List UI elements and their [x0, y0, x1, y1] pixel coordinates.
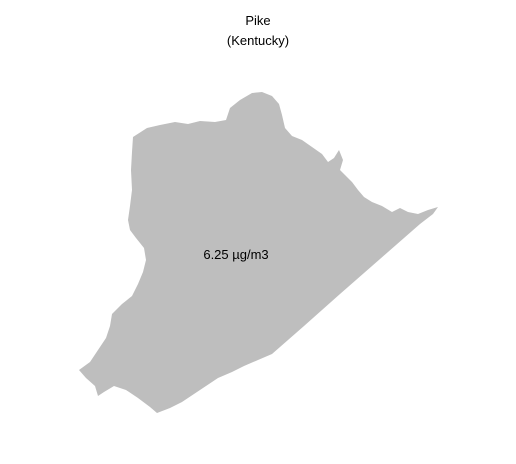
map-subtitle: (Kentucky)	[226, 33, 290, 48]
map-title: Pike	[245, 13, 271, 28]
county-shape	[79, 92, 438, 413]
county-value-label: 6.25 µg/m3	[203, 247, 268, 262]
